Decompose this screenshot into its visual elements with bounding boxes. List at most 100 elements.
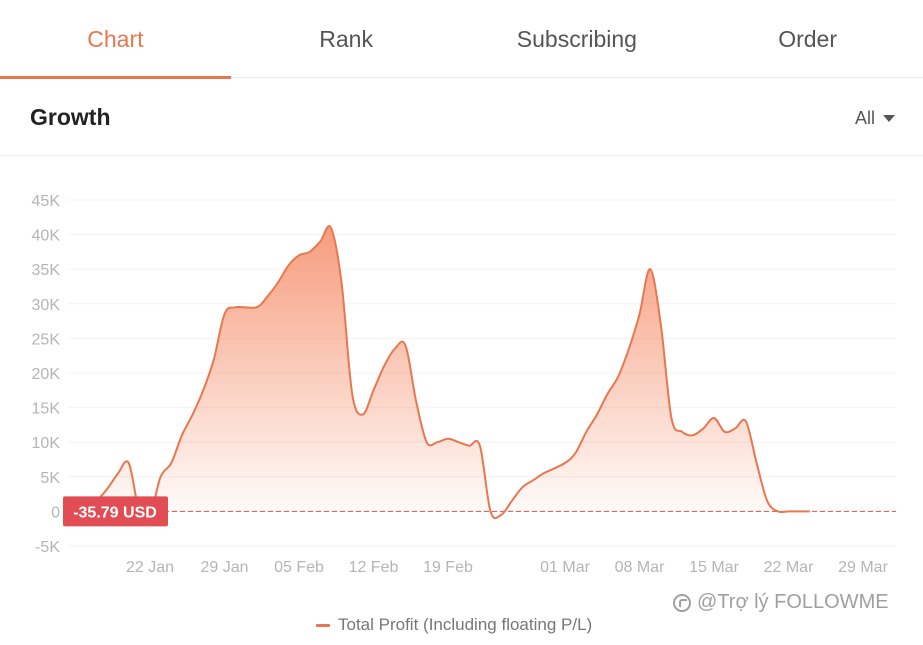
data-point [159, 476, 161, 478]
data-point [532, 479, 534, 481]
data-point [287, 265, 289, 267]
data-point [468, 445, 470, 447]
tab-order-label: Order [778, 25, 838, 52]
data-point [383, 365, 385, 367]
x-tick-label: 01 Mar [540, 559, 590, 576]
data-point [223, 313, 225, 315]
data-point [213, 358, 215, 360]
data-point [447, 438, 449, 440]
data-point [308, 251, 310, 253]
data-point [564, 462, 566, 464]
tab-chart[interactable]: Chart [0, 0, 231, 79]
y-tick-label: 5K [40, 470, 60, 487]
data-point [404, 344, 406, 346]
data-point [734, 427, 736, 429]
tab-bar: Chart Rank Subscribing Order [0, 0, 923, 79]
x-tick-label: 22 Jan [126, 559, 174, 576]
data-point [298, 254, 300, 256]
range-dropdown-value: All [854, 108, 875, 128]
data-point [489, 510, 491, 512]
data-point [692, 434, 694, 436]
watermark-logo-icon [673, 593, 691, 612]
data-point [362, 413, 364, 415]
legend-swatch [316, 623, 330, 627]
x-tick-label: 05 Feb [274, 559, 324, 576]
data-point [606, 393, 608, 395]
chart-legend[interactable]: Total Profit (Including floating P/L) [316, 615, 592, 635]
data-point [426, 441, 428, 443]
watermark: @Trợ lý FOLLOWME [673, 591, 889, 614]
y-tick-label: 35K [32, 262, 61, 279]
data-point [500, 514, 502, 516]
data-point [255, 306, 257, 308]
data-point [191, 413, 193, 415]
x-tick-label: 19 Feb [423, 559, 473, 576]
x-tick-label: 12 Feb [349, 559, 399, 576]
x-tick-label: 15 Mar [689, 559, 739, 576]
y-tick-label: 25K [32, 331, 61, 348]
data-point [660, 323, 662, 325]
section-header: Growth All [0, 78, 923, 156]
data-point [340, 282, 342, 284]
data-point [181, 434, 183, 436]
data-point [330, 227, 332, 229]
caret-down-icon [883, 115, 895, 122]
tab-rank-label: Rank [319, 25, 373, 52]
range-dropdown[interactable]: All [855, 108, 895, 129]
data-point [415, 400, 417, 402]
data-point [702, 427, 704, 429]
x-tick-label: 29 Mar [838, 559, 888, 576]
data-point [277, 282, 279, 284]
y-tick-label: 45K [32, 193, 61, 210]
data-point [777, 510, 779, 512]
data-point [649, 268, 651, 270]
data-point [266, 296, 268, 298]
data-point [543, 472, 545, 474]
data-point [745, 420, 747, 422]
data-point [766, 500, 768, 502]
tab-order[interactable]: Order [692, 0, 923, 78]
y-tick-label: -5K [35, 539, 60, 556]
cursor-value-badge: -35.79 USD [63, 496, 168, 527]
series-area [86, 226, 810, 519]
chart-svg: -5K 0 5K 10K 15K 20K 25K 30K 35K 40K 45K 22 Jan 29 … [32, 193, 896, 576]
data-point [511, 500, 513, 502]
cursor-value-text: -35.79 USD [73, 504, 157, 521]
cursor-value-badge-bg [63, 496, 168, 527]
data-point [117, 472, 119, 474]
data-point [670, 417, 672, 419]
data-point [436, 441, 438, 443]
data-point [798, 510, 800, 512]
data-point [234, 306, 236, 308]
y-tick-label: 30K [32, 297, 61, 314]
data-point [585, 431, 587, 433]
data-point [479, 445, 481, 447]
tab-subscribing-label: Subscribing [516, 25, 637, 52]
y-tick-label: 20K [32, 366, 61, 383]
data-point [202, 389, 204, 391]
data-point [319, 240, 321, 242]
y-tick-label: 15K [32, 401, 61, 418]
data-point [724, 431, 726, 433]
legend-label: Total Profit (Including floating P/L) [338, 615, 593, 634]
x-tick-label: 22 Mar [764, 559, 814, 576]
data-point [170, 462, 172, 464]
tab-subscribing[interactable]: Subscribing [462, 0, 693, 78]
y-tick-label: 10K [32, 435, 61, 452]
data-point [596, 413, 598, 415]
tab-rank[interactable]: Rank [231, 0, 462, 78]
page-title: Growth [30, 104, 111, 130]
y-axis: -5K 0 5K 10K 15K 20K 25K 30K 35K 40K 45K [32, 193, 61, 556]
series-line[interactable] [85, 225, 810, 520]
data-point [681, 431, 683, 433]
y-tick-label: 0 [51, 504, 60, 521]
tab-chart-label: Chart [87, 25, 144, 52]
data-point [521, 486, 523, 488]
data-point [372, 389, 374, 391]
x-axis: 22 Jan 29 Jan 05 Feb 12 Feb 19 Feb 01 Mar 08 M… [126, 559, 889, 576]
data-point [128, 462, 130, 464]
data-point [628, 348, 630, 350]
data-point [638, 313, 640, 315]
data-point [394, 348, 396, 350]
data-point [106, 487, 108, 489]
